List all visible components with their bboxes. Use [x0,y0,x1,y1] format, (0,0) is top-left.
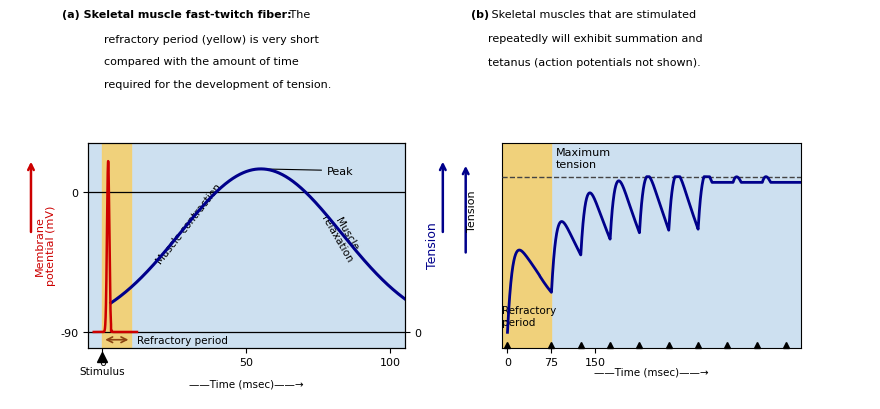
Text: ——Time (msec)——→: ——Time (msec)——→ [594,366,708,377]
Text: repeatedly will exhibit summation and: repeatedly will exhibit summation and [488,34,703,44]
Bar [102,143,131,348]
Text: required for the development of tension.: required for the development of tension. [104,80,331,90]
Text: refractory period (yellow) is very short: refractory period (yellow) is very short [104,35,319,45]
Text: Stimulus: Stimulus [79,366,125,376]
Y-axis label: Tension: Tension [426,222,439,269]
Text: Maximum
tension: Maximum tension [555,148,611,170]
Y-axis label: Membrane
potential (mV): Membrane potential (mV) [34,205,56,285]
Text: ——Time (msec)——→: ——Time (msec)——→ [189,379,304,389]
Text: Peak: Peak [264,166,354,176]
Text: Refractory
period: Refractory period [502,305,556,327]
Text: Muscle contraction: Muscle contraction [154,182,224,265]
Text: (a) Skeletal muscle fast-twitch fiber:: (a) Skeletal muscle fast-twitch fiber: [62,10,291,20]
Text: tetanus (action potentials not shown).: tetanus (action potentials not shown). [488,58,701,67]
Text: Refractory period: Refractory period [137,335,228,345]
Text: Tension: Tension [466,190,477,231]
Text: Muscle
relaxation: Muscle relaxation [319,208,364,264]
Text: The: The [286,10,311,20]
Text: compared with the amount of time: compared with the amount of time [104,57,298,67]
Text: (b): (b) [471,10,489,20]
Text: Skeletal muscles that are stimulated: Skeletal muscles that are stimulated [488,10,697,20]
Bar [502,143,552,348]
